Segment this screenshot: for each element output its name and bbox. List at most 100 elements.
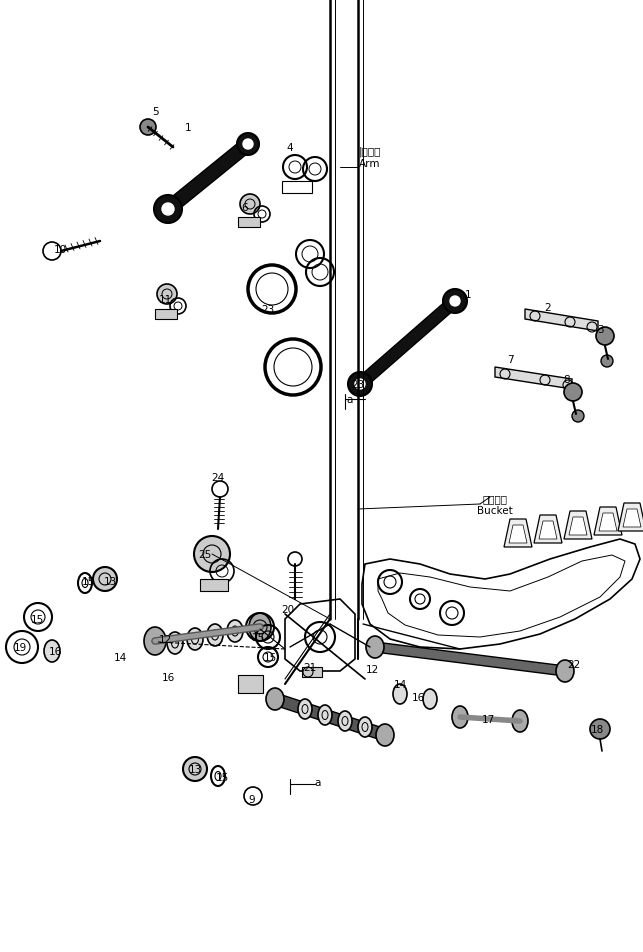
Ellipse shape (393, 684, 407, 704)
Ellipse shape (144, 627, 166, 655)
Polygon shape (618, 504, 643, 531)
Ellipse shape (366, 636, 384, 659)
Text: 13: 13 (104, 576, 116, 586)
Ellipse shape (338, 711, 352, 731)
Ellipse shape (512, 710, 528, 732)
Text: 7: 7 (507, 355, 513, 365)
Text: 11: 11 (158, 295, 172, 305)
Polygon shape (504, 520, 532, 547)
Text: 12: 12 (158, 634, 172, 645)
Text: 2: 2 (545, 303, 551, 312)
Text: 15: 15 (251, 632, 265, 643)
Text: 16: 16 (412, 692, 424, 703)
Polygon shape (534, 515, 562, 544)
Circle shape (162, 204, 174, 216)
Polygon shape (273, 694, 387, 741)
Text: 6: 6 (242, 203, 248, 213)
Bar (282, 182, 312, 194)
Text: 16: 16 (161, 672, 175, 683)
Circle shape (601, 356, 613, 367)
Text: 18: 18 (590, 724, 604, 734)
Polygon shape (163, 139, 253, 215)
Polygon shape (509, 526, 527, 544)
Circle shape (590, 720, 610, 739)
Bar (302, 667, 322, 677)
Circle shape (450, 297, 460, 307)
Text: 16: 16 (48, 646, 62, 656)
Circle shape (596, 327, 614, 346)
Circle shape (183, 757, 207, 782)
Text: 10: 10 (53, 245, 67, 255)
Text: 4: 4 (287, 143, 293, 153)
Ellipse shape (423, 689, 437, 709)
Text: 8: 8 (564, 374, 570, 385)
Text: 20: 20 (282, 605, 294, 614)
Text: 5: 5 (152, 107, 158, 117)
Text: 13: 13 (188, 764, 202, 774)
Polygon shape (599, 513, 617, 531)
Bar (238, 218, 260, 228)
Ellipse shape (318, 705, 332, 725)
Circle shape (157, 285, 177, 305)
Text: 25: 25 (199, 549, 212, 560)
Polygon shape (539, 522, 557, 540)
Text: 17: 17 (482, 714, 494, 724)
Ellipse shape (376, 724, 394, 746)
Ellipse shape (227, 621, 243, 643)
Circle shape (237, 134, 259, 156)
Ellipse shape (358, 717, 372, 737)
Text: 14: 14 (113, 652, 127, 663)
Text: 1: 1 (465, 289, 471, 300)
Ellipse shape (556, 661, 574, 683)
Text: バケット
Bucket: バケット Bucket (477, 494, 513, 515)
Ellipse shape (167, 632, 183, 654)
Circle shape (355, 380, 365, 389)
Text: 23: 23 (351, 380, 365, 389)
Polygon shape (569, 518, 587, 535)
Text: 15: 15 (264, 652, 276, 663)
Ellipse shape (452, 706, 468, 728)
Text: 23: 23 (261, 305, 275, 315)
Polygon shape (525, 309, 598, 331)
Ellipse shape (207, 625, 223, 646)
Ellipse shape (266, 688, 284, 710)
Circle shape (93, 567, 117, 591)
Ellipse shape (249, 613, 271, 642)
Text: 24: 24 (212, 472, 224, 483)
Polygon shape (623, 509, 641, 527)
Polygon shape (564, 511, 592, 540)
Text: 1: 1 (185, 123, 192, 133)
Bar (155, 309, 177, 320)
Bar (238, 675, 263, 693)
Polygon shape (594, 507, 622, 535)
Ellipse shape (298, 700, 312, 720)
Circle shape (194, 536, 230, 572)
Circle shape (348, 372, 372, 397)
Text: 15: 15 (82, 576, 95, 586)
Circle shape (572, 410, 584, 423)
Circle shape (443, 289, 467, 313)
Text: 3: 3 (597, 325, 603, 335)
Text: |アーム
Arm: |アーム Arm (359, 147, 381, 169)
Text: a: a (315, 777, 322, 787)
Text: 15: 15 (30, 614, 44, 625)
Text: 19: 19 (14, 643, 26, 652)
Text: 21: 21 (303, 663, 316, 672)
Circle shape (240, 195, 260, 215)
Text: a: a (347, 394, 353, 405)
Circle shape (154, 196, 182, 224)
Polygon shape (495, 367, 572, 389)
Polygon shape (356, 297, 459, 389)
Ellipse shape (187, 628, 203, 650)
Ellipse shape (44, 641, 60, 663)
Circle shape (243, 140, 253, 149)
Text: 12: 12 (365, 664, 379, 674)
Text: 14: 14 (394, 680, 406, 689)
Circle shape (564, 384, 582, 402)
Text: 9: 9 (249, 794, 255, 804)
Text: 15: 15 (215, 772, 229, 783)
Bar (200, 580, 228, 591)
Polygon shape (374, 643, 566, 676)
Text: 22: 22 (567, 660, 581, 669)
Circle shape (140, 120, 156, 136)
